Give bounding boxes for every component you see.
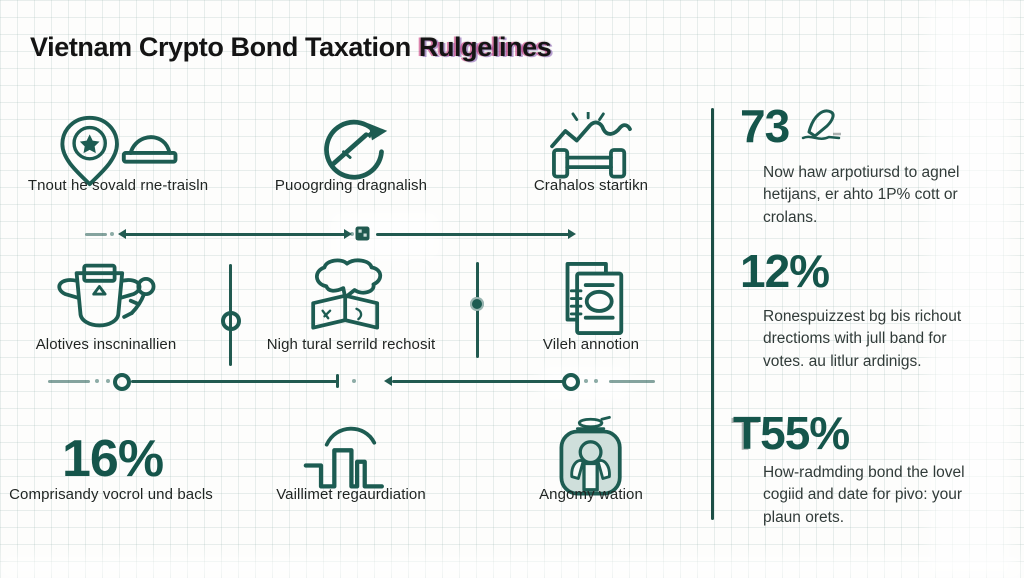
- arrow-left-icon: [118, 229, 126, 239]
- stat-16-value: 16%: [62, 430, 164, 488]
- connector-dot: [584, 379, 588, 383]
- person-jar-badge-icon: [559, 415, 622, 496]
- connector-dot: [110, 232, 114, 236]
- connector-dot: [350, 232, 354, 236]
- connector-dot-icon: [470, 297, 484, 311]
- feature-label: Angomy wation: [539, 486, 643, 503]
- page-title-main: Vietnam Crypto Bond Taxation: [30, 32, 411, 62]
- connector-tick: [336, 374, 339, 388]
- connector-line: [122, 233, 348, 236]
- feature-label: Crahalos startikn: [533, 177, 649, 194]
- page-title-glitch-word: Rulgelines: [418, 32, 552, 62]
- page-title: Vietnam Crypto Bond Taxation Rulgelines: [30, 32, 552, 63]
- connector-line: [609, 380, 655, 383]
- connector-line: [376, 233, 572, 236]
- stat-12-desc: Ronespuizzest bg bis richout drectioms w…: [763, 308, 962, 370]
- connector-dot: [594, 379, 598, 383]
- connector-line: [392, 380, 564, 383]
- feature-label: Nigh tural serrild rechosit: [266, 336, 436, 353]
- connector-ring-icon: [562, 373, 580, 391]
- bar-chart-arc-icon: [303, 426, 384, 489]
- feature-label: Puoogrding dragnalish: [274, 177, 428, 194]
- arrow-right-icon: [568, 229, 576, 239]
- connector-line: [131, 380, 337, 383]
- background-streak: [0, 556, 1024, 578]
- feature-label: Vaillimet regaurdiation: [276, 486, 426, 503]
- stat-73-desc: Now haw arpotiursd to agnel hetijans, er…: [763, 164, 960, 226]
- connector-knot-icon: [221, 311, 241, 331]
- connector-dot: [95, 379, 99, 383]
- arrow-left-icon: [384, 376, 392, 386]
- pen-scribble-icon: [801, 109, 841, 140]
- notebook-document-icon: [565, 262, 624, 335]
- stat-55-number: 55%: [760, 407, 850, 459]
- feature-label: Tnout he sovald rne-traisln: [27, 177, 209, 194]
- connector-dot: [352, 379, 356, 383]
- stat-73-value: 73: [740, 100, 790, 152]
- connector-ring-icon: [113, 373, 131, 391]
- connector-badge-icon: [355, 226, 370, 241]
- stat-16-label: Comprisandy vocrol und bacls: [9, 486, 213, 503]
- stat-12-value: 12%: [740, 245, 830, 297]
- stat-55-value: T55%: [733, 407, 850, 459]
- connector-line: [85, 233, 107, 236]
- feature-label: Vileh annotion: [542, 336, 640, 353]
- feature-label: Alotives inscninallien: [35, 336, 177, 353]
- connector-dot: [106, 379, 110, 383]
- refresh-pen-icon: [324, 119, 388, 180]
- stat-55-desc: How-radmding bond the lovel cogiid and d…: [763, 464, 965, 526]
- background-streak: [540, 366, 630, 400]
- bench-landscape-icon: [550, 112, 632, 179]
- map-pin-star-hat-icon: [60, 115, 178, 187]
- book-speech-bubble-icon: [311, 258, 383, 330]
- stat-55-prefix: T: [733, 407, 761, 459]
- vertical-divider: [711, 108, 714, 520]
- supply-box-key-icon: [57, 263, 156, 328]
- arrow-right-icon: [344, 229, 352, 239]
- connector-line: [48, 380, 90, 383]
